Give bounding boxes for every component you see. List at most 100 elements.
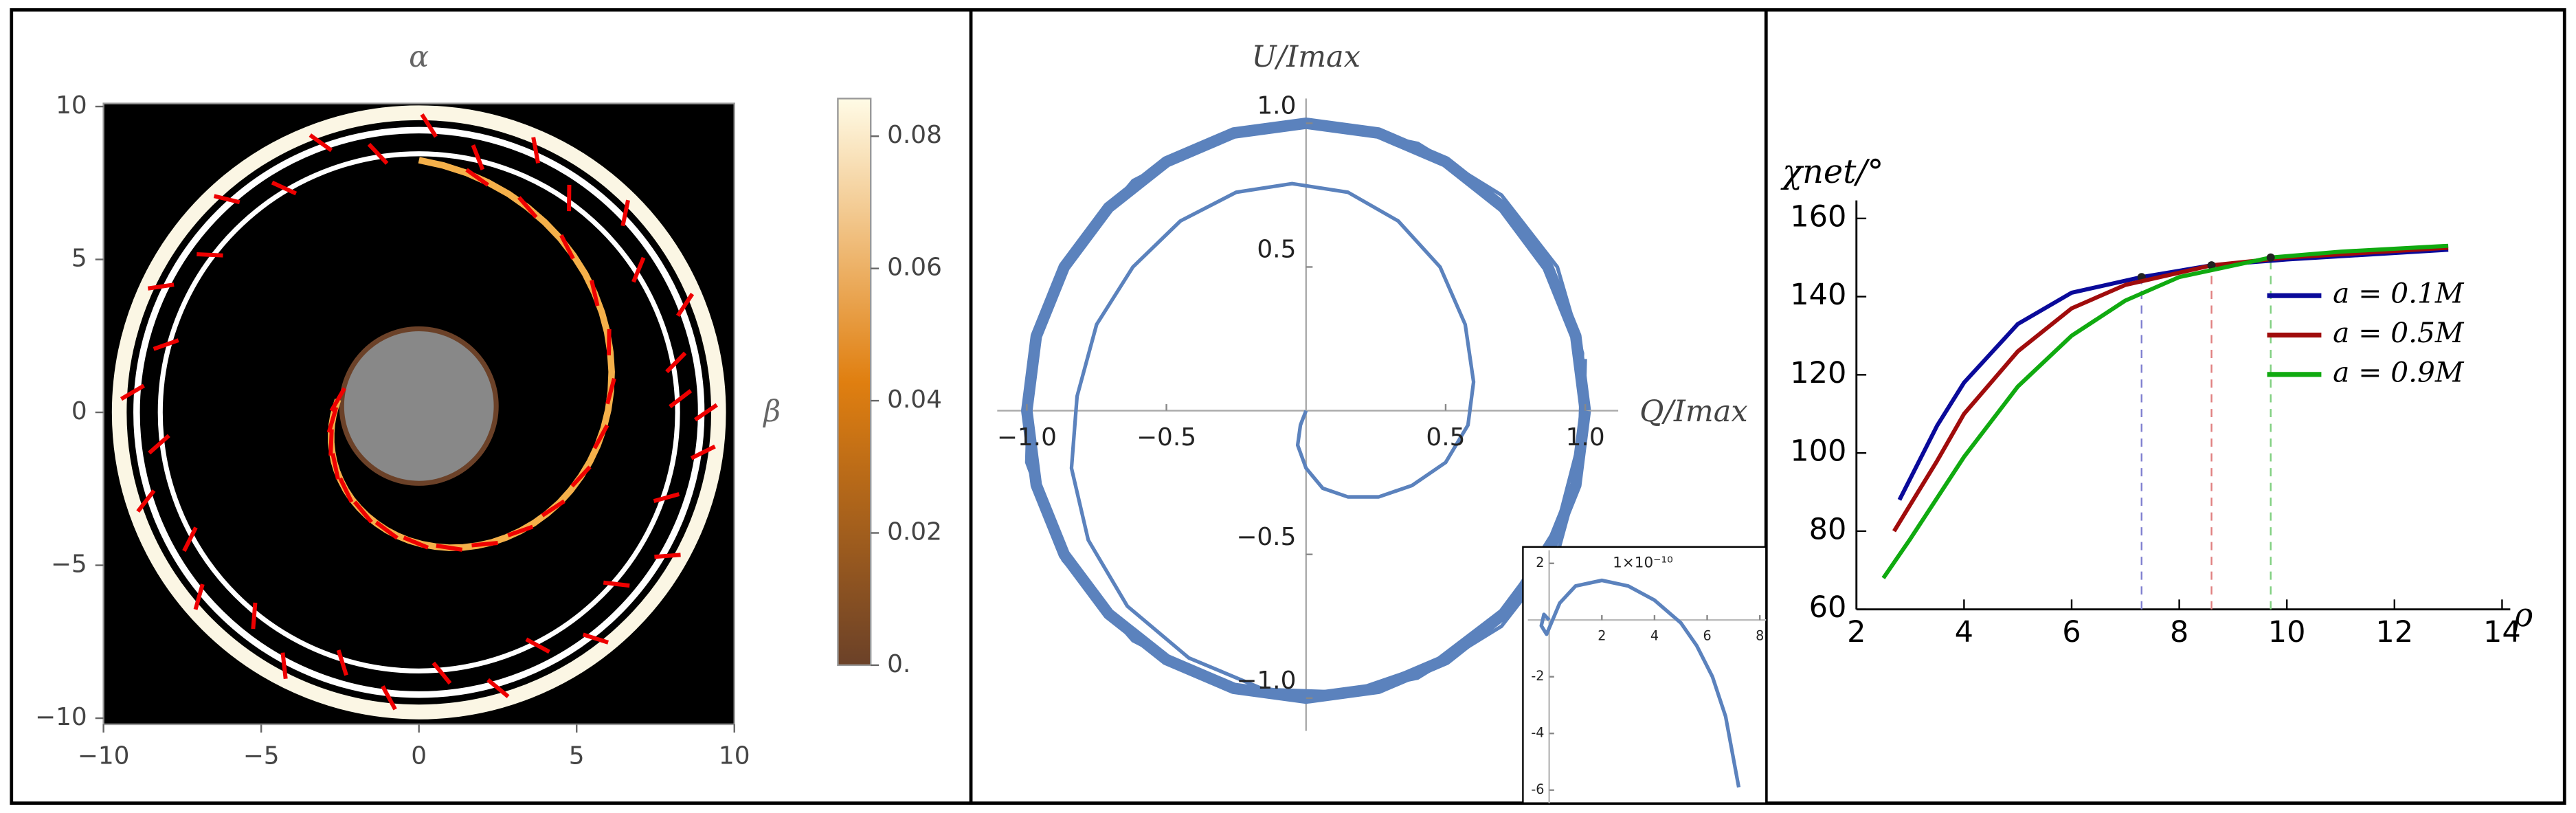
legend-label: a = 0.1M [2333, 277, 2465, 310]
x-tick-label: 6 [2062, 615, 2081, 649]
colorbar-tick-label: 0. [887, 650, 910, 678]
inset-y-tick-label: -4 [1531, 725, 1544, 741]
ring [133, 126, 705, 698]
x-label: ρ [2513, 597, 2533, 634]
polarization-tick [329, 387, 347, 412]
polarization-tick [271, 180, 298, 196]
colorbar [837, 98, 872, 667]
inset-x-tick-label: 4 [1650, 628, 1659, 644]
x-tick-label: −5 [243, 742, 280, 770]
polarization-tick [471, 144, 485, 170]
x-tick-label: 5 [569, 742, 585, 770]
y-tick-label: 10 [56, 91, 87, 120]
polarization-tick [352, 500, 373, 524]
frame [10, 8, 2566, 805]
y-tick-label: 100 [1790, 434, 1846, 469]
polarization-tick [197, 252, 223, 258]
x-tick-label: 14 [2483, 615, 2521, 649]
legend-label: a = 0.5M [2333, 316, 2465, 349]
polarization-tick [153, 338, 179, 351]
ring [157, 151, 680, 673]
y-tick-label: 140 [1790, 278, 1846, 312]
polarization-tick [693, 403, 718, 422]
x-tick-label: −1.0 [997, 423, 1057, 452]
polarization-tick [193, 583, 205, 610]
polarization-tick [654, 553, 681, 559]
polarization-tick [420, 113, 438, 138]
x-tick-label: 8 [2170, 615, 2188, 649]
title: α [409, 40, 429, 74]
polarization-tick [486, 678, 510, 698]
inset-x-tick-label: 6 [1703, 628, 1711, 644]
x-tick-label: −0.5 [1136, 423, 1196, 452]
polarization-tick [559, 234, 575, 260]
polarization-tick [148, 434, 170, 455]
x-tick-label: 4 [1955, 615, 1973, 649]
polarization-tick [328, 429, 334, 456]
polarization-tick [251, 602, 258, 630]
x-tick-label: −10 [78, 742, 130, 770]
colorbar-tick-label: 0.04 [887, 386, 942, 414]
polarization-tick [675, 293, 695, 318]
polarization-tick [136, 489, 156, 513]
y-label: χnet/° [1780, 153, 1883, 191]
polarization-tick [590, 280, 600, 307]
inset-frame [1522, 546, 1767, 804]
y-tick-label: −10 [35, 703, 87, 731]
inset-y-tick-label: -2 [1531, 668, 1544, 684]
inset-y-tick-label: 2 [1536, 555, 1544, 570]
colorbar-tick-label: 0.06 [887, 254, 942, 282]
polarization-tick [309, 133, 333, 153]
colorbar-tick-label: 0.02 [887, 517, 942, 546]
critical-point [2207, 261, 2216, 270]
polarization-tick [338, 477, 354, 503]
polarization-tick [374, 520, 399, 540]
polarization-tick [592, 424, 609, 449]
y-tick-label: −1.0 [1236, 667, 1296, 695]
x-tick-label: 1.0 [1566, 423, 1605, 452]
inset-title: 1×10⁻¹⁰ [1613, 555, 1673, 572]
y-tick-label: −5 [51, 550, 87, 579]
inset-x-tick-label: 2 [1598, 628, 1606, 644]
polarization-tick [331, 453, 340, 480]
y-label: U/Imax [1252, 40, 1360, 74]
y-tick-label: 0 [71, 397, 87, 425]
polarization-tick [471, 541, 498, 548]
polarization-tick [570, 465, 592, 488]
colorbar-tick-label: 0.08 [887, 121, 942, 149]
polarization-tick [690, 444, 716, 460]
polarization-tick [147, 282, 175, 291]
y-tick-label: 80 [1809, 512, 1847, 546]
x-tick-label: 10 [2268, 615, 2306, 649]
critical-point [2266, 253, 2275, 262]
polarization-tick [665, 351, 687, 374]
polarization-tick [403, 535, 429, 550]
polarization-tick [603, 580, 630, 588]
y-tick-label: −0.5 [1236, 523, 1296, 551]
y-tick-label: 60 [1809, 590, 1847, 625]
y-label: β [762, 394, 781, 429]
polarization-tick [541, 499, 565, 517]
polarization-tick [432, 661, 452, 685]
polarization-tick [436, 544, 463, 552]
polarization-tick [507, 524, 534, 537]
y-tick-label: 120 [1790, 356, 1846, 390]
x-tick-label: 2 [1847, 615, 1866, 649]
inset-x-tick-label: 8 [1756, 628, 1764, 644]
y-tick-label: 1.0 [1257, 91, 1296, 120]
x-tick-label: 10 [719, 742, 750, 770]
polarization-tick [326, 406, 339, 434]
polarization-tick [525, 637, 550, 654]
polarization-tick [336, 649, 348, 676]
inset-y-tick-label: -6 [1531, 781, 1544, 797]
polarization-tick [213, 194, 240, 205]
polarization-tick [531, 137, 540, 164]
polarization-tick [631, 256, 646, 283]
polarization-tick [367, 142, 389, 165]
y-tick-label: 5 [71, 245, 87, 273]
polarization-tick [582, 632, 609, 645]
legend-label: a = 0.9M [2333, 355, 2465, 388]
polarization-tick [120, 383, 145, 401]
shadow [339, 326, 499, 486]
